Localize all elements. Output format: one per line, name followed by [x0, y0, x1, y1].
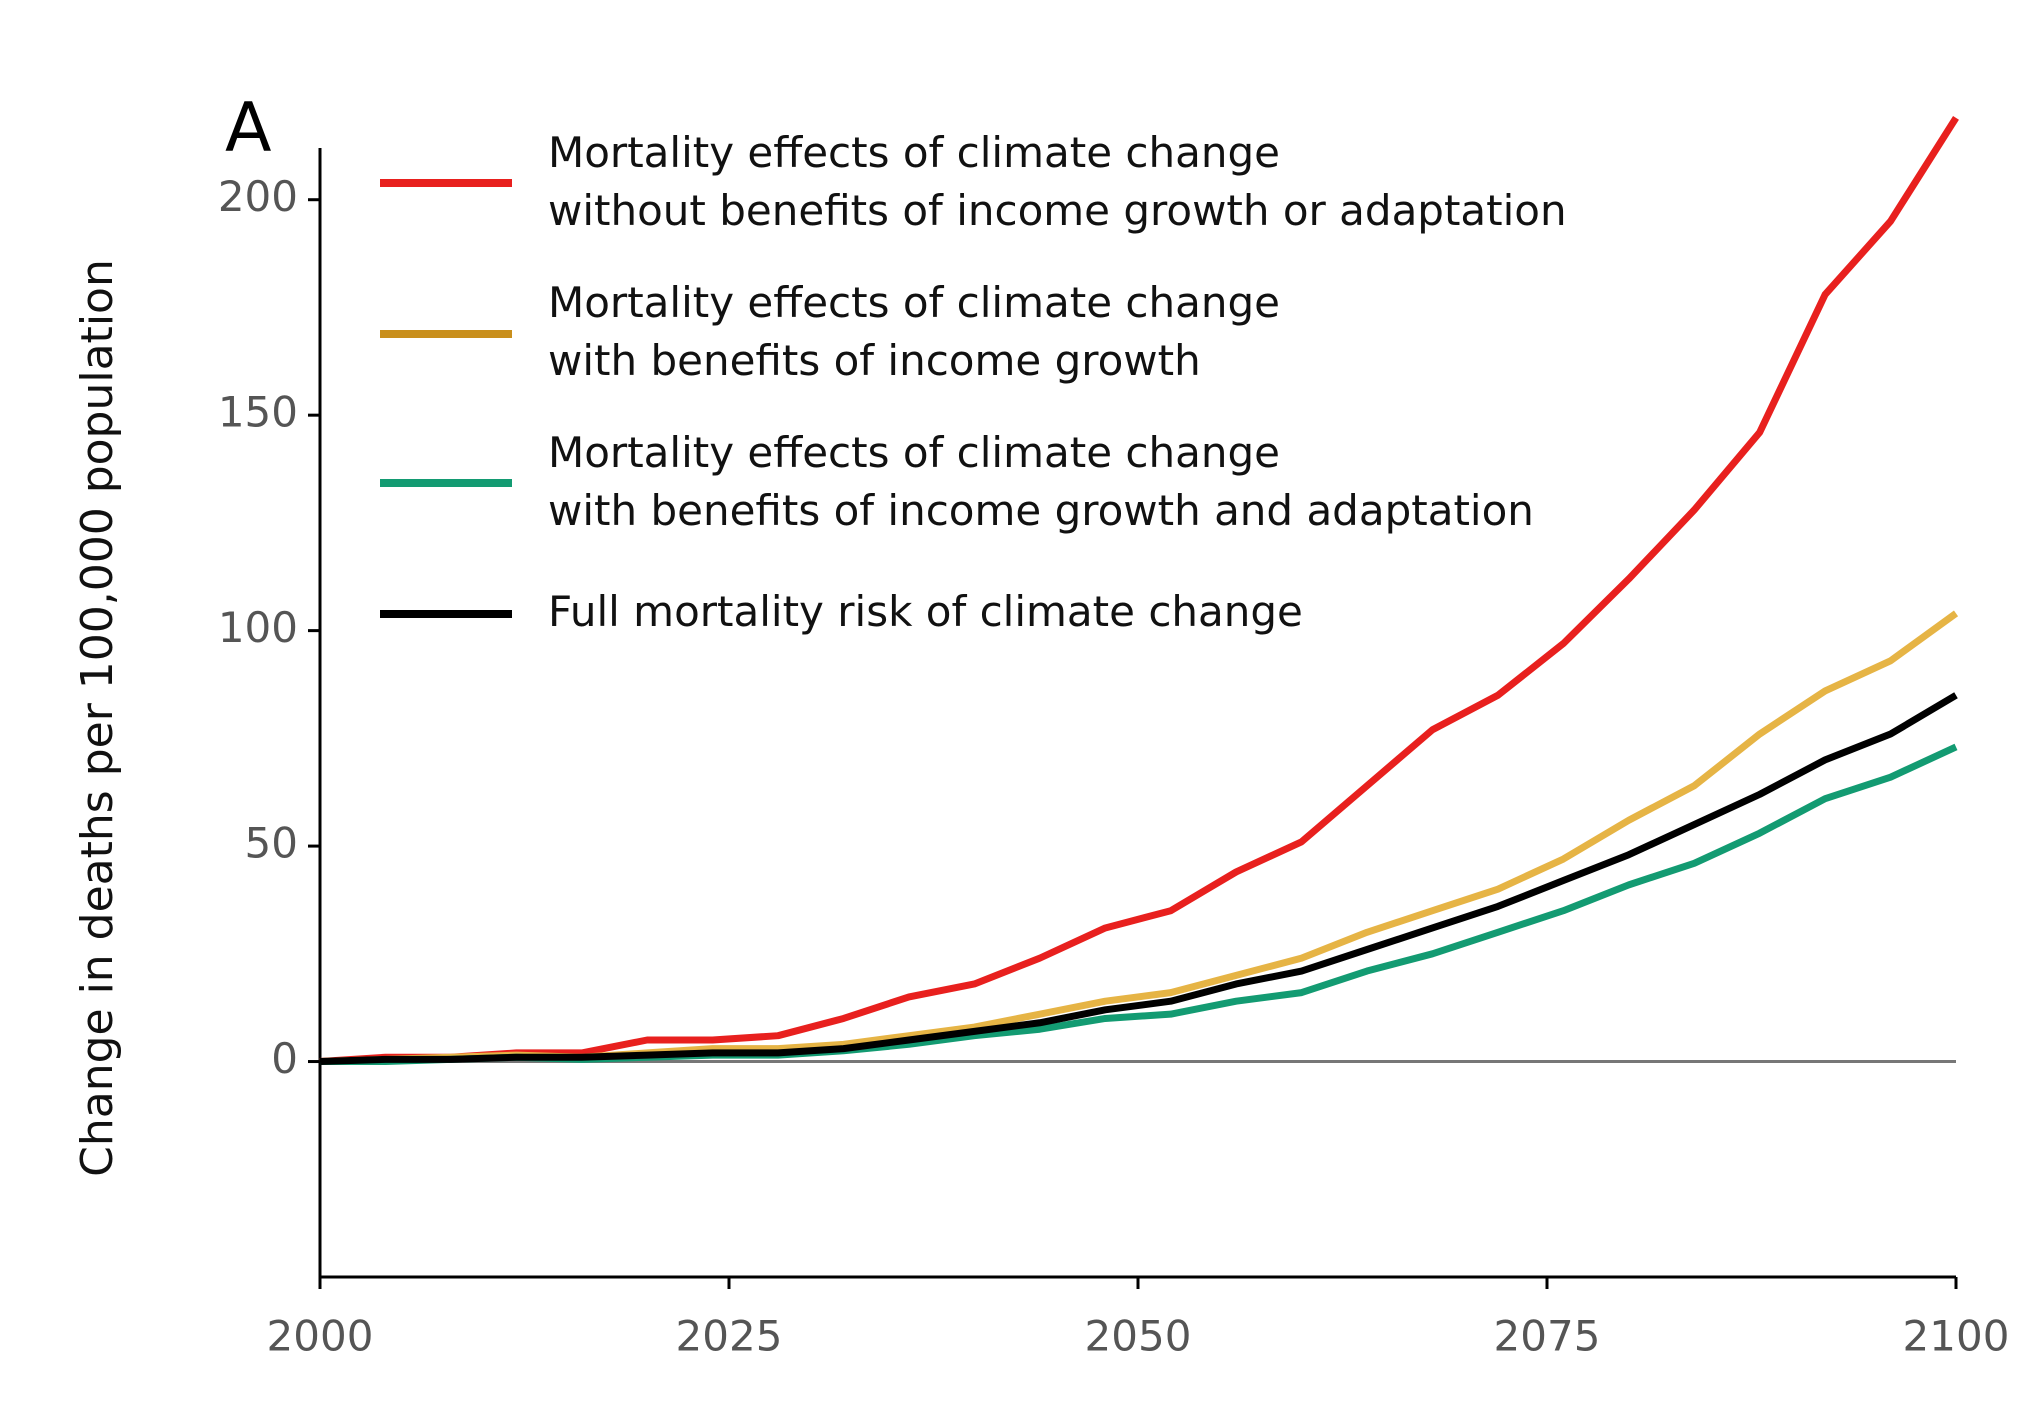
- series-line: [319, 692, 1958, 1066]
- y-tick-label: 100: [218, 603, 298, 652]
- x-tick-label: 2100: [1903, 1312, 2010, 1361]
- y-tick-label: 50: [245, 819, 298, 868]
- y-tick-label: 0: [271, 1034, 298, 1083]
- series-line: [319, 115, 1959, 1066]
- x-tick-label: 2000: [267, 1312, 374, 1361]
- legend-label: Mortality effects of climate change with…: [548, 428, 1534, 535]
- series-line: [319, 610, 1959, 1066]
- legend-label: Mortality effects of climate change with…: [548, 278, 1280, 385]
- x-tick-label: 2050: [1085, 1312, 1192, 1361]
- series-line: [320, 743, 1958, 1066]
- legend-label: Mortality effects of climate change with…: [548, 128, 1567, 235]
- y-axis-label: Change in deaths per 100,000 population: [72, 259, 123, 1177]
- panel-label: A: [225, 89, 272, 168]
- y-tick-label: 200: [218, 172, 298, 221]
- x-tick-label: 2025: [676, 1312, 783, 1361]
- y-tick-label: 150: [218, 388, 298, 437]
- legend-label: Full mortality risk of climate change: [548, 587, 1303, 636]
- x-tick-label: 2075: [1494, 1312, 1601, 1361]
